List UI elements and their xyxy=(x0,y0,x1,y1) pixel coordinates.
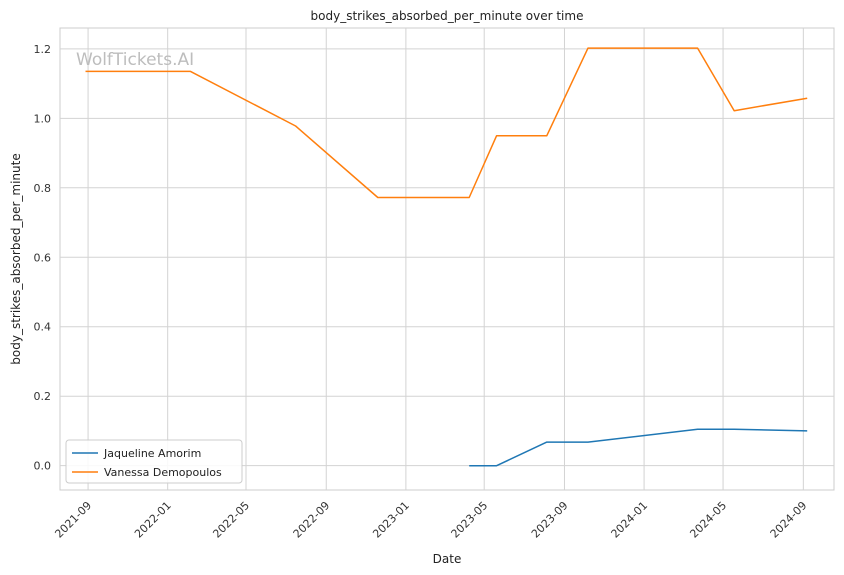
x-tick-label: 2024-01 xyxy=(609,499,651,541)
x-axis-ticks: 2021-09 2022-01 2022-05 2022-09 2023-01 2023-… xyxy=(52,499,809,541)
plot-area xyxy=(59,27,835,491)
x-tick-label: 2022-01 xyxy=(132,499,174,541)
x-tick-label: 2023-01 xyxy=(370,499,412,541)
legend-label-vanessa-demopoulos: Vanessa Demopoulos xyxy=(104,466,222,479)
x-tick-label: 2023-09 xyxy=(529,499,571,541)
x-tick-label: 2022-05 xyxy=(210,499,252,541)
y-tick-label: 0.8 xyxy=(34,182,52,195)
legend-box xyxy=(65,439,243,484)
chart-title: body_strikes_absorbed_per_minute over ti… xyxy=(311,9,584,23)
legend: Jaqueline Amorim Vanessa Demopoulos xyxy=(65,439,243,484)
y-axis-title: body_strikes_absorbed_per_minute xyxy=(9,153,23,364)
x-tick-label: 2024-05 xyxy=(687,499,729,541)
grid xyxy=(60,28,834,490)
series-line-jaqueline-amorim xyxy=(469,428,808,467)
series-line-vanessa-demopoulos xyxy=(85,47,808,199)
series-lines xyxy=(85,47,808,467)
y-tick-label: 0.6 xyxy=(34,251,52,264)
x-axis-title: Date xyxy=(433,552,462,566)
x-tick-label: 2022-09 xyxy=(291,499,333,541)
y-axis-ticks: 0.0 0.2 0.4 0.6 0.8 1.0 1.2 xyxy=(34,43,52,473)
legend-label-jaqueline-amorim: Jaqueline Amorim xyxy=(103,447,201,460)
x-tick-label: 2021-09 xyxy=(52,499,94,541)
y-tick-label: 1.0 xyxy=(34,112,52,125)
x-tick-label: 2023-05 xyxy=(449,499,491,541)
watermark: WolfTickets.AI xyxy=(76,50,194,70)
y-tick-label: 0.2 xyxy=(34,390,52,403)
y-tick-label: 1.2 xyxy=(34,43,52,56)
y-tick-label: 0.0 xyxy=(34,460,52,473)
y-tick-label: 0.4 xyxy=(34,321,52,334)
x-tick-label: 2024-09 xyxy=(768,499,810,541)
